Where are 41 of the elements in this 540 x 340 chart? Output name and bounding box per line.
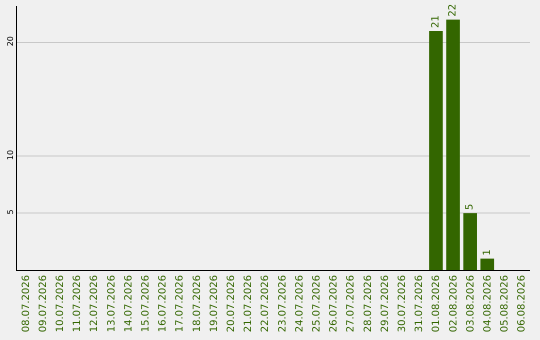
x-tick-label: 22.07.2026	[260, 275, 272, 332]
x-tick-label: 09.07.2026	[38, 275, 49, 332]
x-tick-label: 12.07.2026	[89, 275, 100, 332]
x-tick-label: 25.07.2026	[312, 275, 322, 332]
x-tick-label: 31.07.2026	[414, 275, 426, 332]
x-tick-label: 23.07.2026	[277, 275, 288, 332]
x-tick-label: 19.07.2026	[208, 275, 220, 332]
data-label: 22	[448, 4, 459, 17]
x-tick-label: 15.07.2026	[140, 275, 152, 332]
y-tick-label: 20	[6, 36, 15, 46]
x-tick-label: 17.07.2026	[174, 275, 186, 332]
y-tick-label: 5	[6, 209, 15, 214]
x-tick-label: 04.08.2026	[482, 275, 494, 332]
x-tick-label: 18.07.2026	[192, 275, 203, 332]
x-tick-label: 16.07.2026	[158, 275, 169, 332]
x-tick-label: 03.08.2026	[465, 275, 476, 332]
x-tick-label: 30.07.2026	[397, 275, 408, 332]
x-tick-label: 10.07.2026	[55, 275, 66, 332]
x-tick-label: 01.08.2026	[431, 275, 442, 332]
bar	[463, 213, 477, 270]
data-label: 21	[430, 15, 442, 28]
x-tick-label: 08.07.2026	[20, 275, 32, 332]
x-tick-label: 26.07.2026	[328, 275, 340, 332]
x-tick-label: 11.07.2026	[72, 275, 84, 332]
x-tick-label: 05.08.2026	[500, 275, 511, 332]
x-tick-label: 06.08.2026	[516, 275, 528, 332]
bar	[429, 31, 443, 270]
x-tick-label: 02.08.2026	[448, 275, 460, 332]
x-tick-label: 14.07.2026	[123, 275, 134, 332]
x-tick-label: 24.07.2026	[294, 275, 306, 332]
x-tick-label: 27.07.2026	[346, 275, 357, 332]
bar	[480, 258, 494, 270]
data-label: 5	[464, 204, 476, 210]
x-tick-label: 20.07.2026	[226, 275, 237, 332]
bar	[446, 20, 460, 270]
x-tick-label: 28.07.2026	[362, 275, 374, 332]
data-label: 1	[482, 249, 493, 256]
y-tick-label: 10	[6, 150, 15, 160]
x-tick-label: 29.07.2026	[380, 275, 391, 332]
x-tick-label: 13.07.2026	[106, 275, 118, 332]
x-tick-label: 21.07.2026	[243, 275, 254, 332]
